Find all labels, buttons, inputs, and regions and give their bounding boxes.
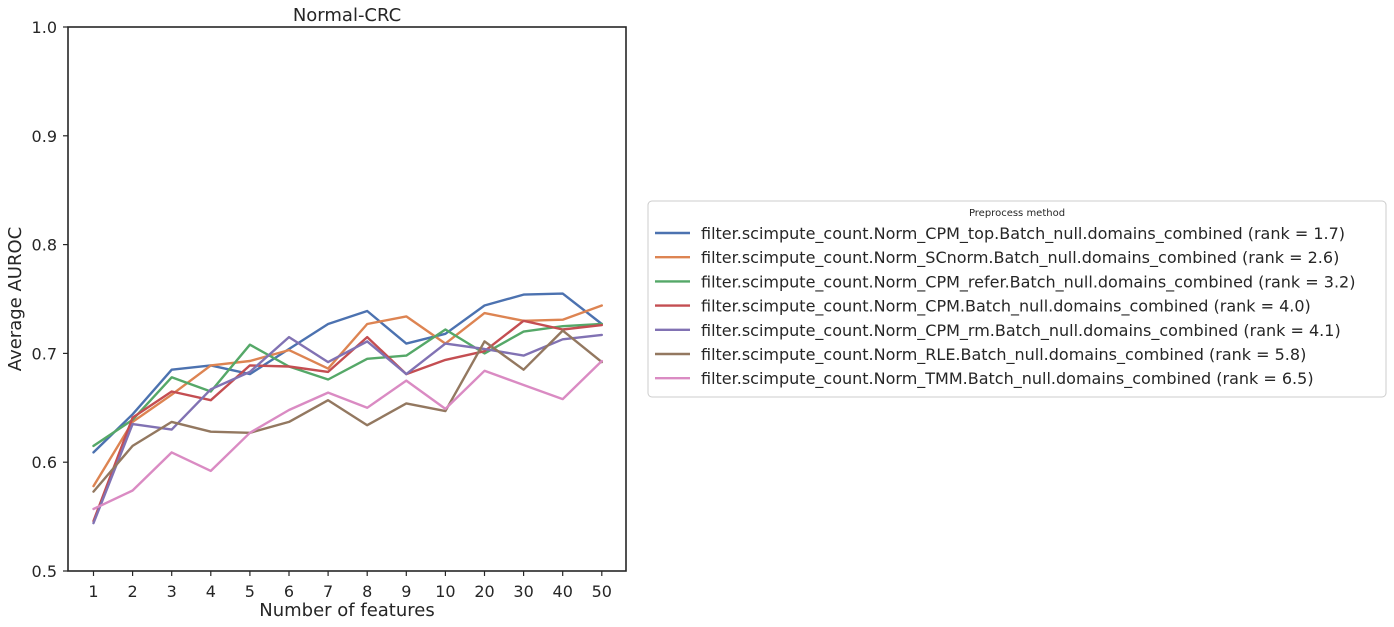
legend-entry-3: filter.scimpute_count.Norm_CPM_refer.Bat…	[701, 272, 1355, 292]
y-tick-label: 0.5	[32, 562, 57, 581]
x-tick-label: 3	[167, 582, 177, 601]
y-tick-label: 0.6	[32, 453, 57, 472]
series-line-6	[92, 329, 603, 493]
chart-title: Normal-CRC	[293, 5, 401, 26]
x-tick-label: 10	[435, 582, 455, 601]
x-axis-label: Number of features	[259, 600, 434, 621]
series-line-3	[92, 322, 603, 448]
legend-entry-5: filter.scimpute_count.Norm_CPM_rm.Batch_…	[701, 321, 1341, 341]
x-tick-label: 7	[323, 582, 333, 601]
x-tick-label: 2	[128, 582, 138, 601]
legend-entry-6: filter.scimpute_count.Norm_RLE.Batch_nul…	[701, 345, 1306, 365]
y-tick-label: 0.7	[32, 344, 57, 363]
x-tick-label: 1	[88, 582, 98, 601]
y-tick-label: 1.0	[32, 18, 57, 37]
legend-items: filter.scimpute_count.Norm_CPM_top.Batch…	[655, 224, 1355, 389]
x-tick-label: 30	[513, 582, 533, 601]
y-axis-ticks: 0.5 0.6 0.7 0.8 0.9 1.0	[32, 18, 68, 581]
x-tick-label: 6	[284, 582, 294, 601]
y-tick-label: 0.8	[32, 236, 57, 255]
x-axis-ticks: 1 2 3 4 5 6 7 8 9 10 20 30 40 50	[88, 571, 612, 601]
legend-entry-4: filter.scimpute_count.Norm_CPM.Batch_nul…	[701, 297, 1311, 317]
y-tick-label: 0.9	[32, 127, 57, 146]
legend-title: Preprocess method	[969, 208, 1065, 219]
x-tick-label: 8	[362, 582, 372, 601]
legend-entry-1: filter.scimpute_count.Norm_CPM_top.Batch…	[701, 224, 1345, 244]
series-line-7	[92, 359, 603, 511]
series-line-2	[92, 304, 603, 488]
plot-frame	[67, 26, 627, 572]
y-axis-label: Average AUROC	[5, 227, 26, 371]
series-layer	[92, 292, 603, 525]
x-tick-label: 5	[245, 582, 255, 601]
series-line-4	[92, 319, 603, 523]
series-line-1	[92, 292, 603, 454]
legend-frame	[647, 200, 1387, 398]
legend-entry-2: filter.scimpute_count.Norm_SCnorm.Batch_…	[701, 248, 1339, 268]
legend: Preprocess method filter.scimpute_count.…	[647, 200, 1387, 398]
x-tick-label: 20	[474, 582, 494, 601]
series-line-5	[92, 333, 603, 525]
legend-entry-7: filter.scimpute_count.Norm_TMM.Batch_nul…	[701, 369, 1314, 389]
x-tick-label: 9	[401, 582, 411, 601]
x-tick-label: 40	[553, 582, 573, 601]
x-tick-label: 4	[206, 582, 216, 601]
x-tick-label: 50	[592, 582, 612, 601]
